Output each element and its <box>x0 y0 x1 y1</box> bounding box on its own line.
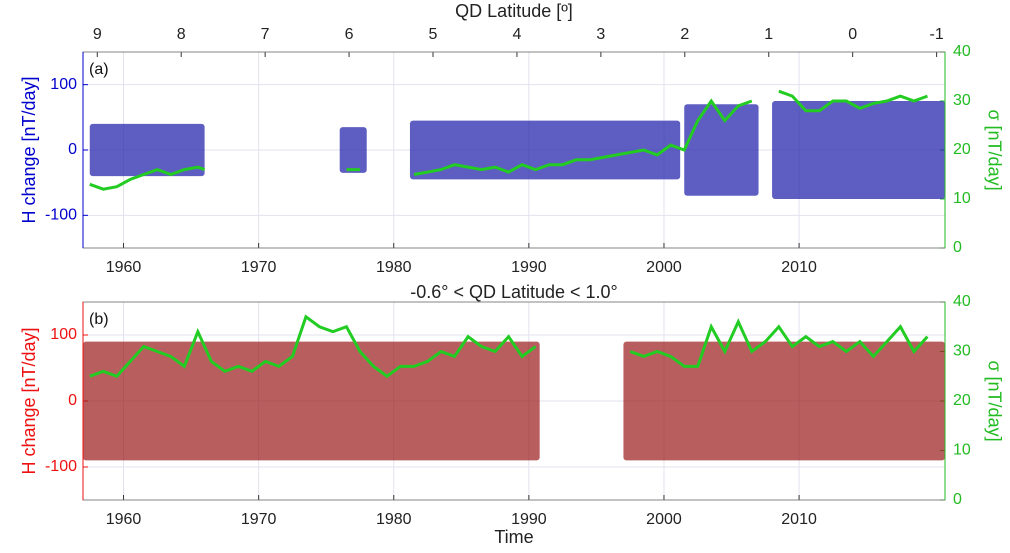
y-axis-label: H change [nT/day] <box>19 327 39 474</box>
x2-tick-label: 4 <box>512 26 521 43</box>
x2-tick-label: 9 <box>93 26 102 43</box>
x-tick-label: 1990 <box>511 259 547 276</box>
y2-tick-label: 40 <box>953 43 971 60</box>
y2-tick-label: 40 <box>953 293 971 310</box>
x-tick-label: 2010 <box>781 259 817 276</box>
y-tick-label: 0 <box>68 392 77 409</box>
y2-tick-label: 10 <box>953 190 971 207</box>
y2-axis-label: σ [nT/day] <box>984 360 1004 441</box>
x-axis-label: Time <box>494 527 533 547</box>
x-tick-label: 1970 <box>241 259 277 276</box>
y2-tick-label: 30 <box>953 343 971 360</box>
x2-tick-label: -1 <box>929 26 943 43</box>
x-tick-label: 1960 <box>106 511 142 528</box>
y2-tick-label: 30 <box>953 92 971 109</box>
x2-tick-label: 8 <box>177 26 186 43</box>
point-cloud <box>684 104 759 196</box>
point-cloud <box>772 101 945 199</box>
y2-tick-label: 20 <box>953 392 971 409</box>
point-cloud <box>409 120 681 180</box>
x2-tick-label: 3 <box>596 26 605 43</box>
y-tick-label: -100 <box>45 458 77 475</box>
x2-tick-label: 6 <box>345 26 354 43</box>
sigma-line <box>89 314 929 379</box>
x2-tick-label: 0 <box>848 26 857 43</box>
x2-axis-label: QD Latitude [º] <box>455 1 573 21</box>
panel-label: (b) <box>89 311 109 328</box>
y-tick-label: 0 <box>68 141 77 158</box>
x-tick-label: 1960 <box>106 259 142 276</box>
chart-title: -0.6° < QD Latitude < 1.0° <box>410 282 618 302</box>
y-tick-label: -100 <box>45 207 77 224</box>
y2-tick-label: 10 <box>953 442 971 459</box>
x-tick-label: 2000 <box>646 259 682 276</box>
x2-tick-label: 1 <box>764 26 773 43</box>
point-cloud <box>339 127 367 173</box>
y-tick-label: 100 <box>50 326 77 343</box>
x-tick-label: 1980 <box>376 259 412 276</box>
panel-label: (a) <box>89 61 109 78</box>
y2-tick-label: 20 <box>953 141 971 158</box>
x-tick-label: 2010 <box>781 511 817 528</box>
point-cloud <box>83 341 540 461</box>
point-cloud <box>623 341 945 461</box>
x-tick-label: 1970 <box>241 511 277 528</box>
y2-tick-label: 0 <box>953 491 962 508</box>
x-tick-label: 1990 <box>511 511 547 528</box>
y2-axis-label: σ [nT/day] <box>984 109 1004 190</box>
x2-tick-label: 7 <box>261 26 270 43</box>
x2-tick-label: 2 <box>680 26 689 43</box>
point-cloud <box>89 123 205 177</box>
y-axis-label: H change [nT/day] <box>19 76 39 223</box>
sigma-line <box>89 89 928 191</box>
x2-tick-label: 5 <box>429 26 438 43</box>
x-tick-label: 2000 <box>646 511 682 528</box>
y-tick-label: 100 <box>50 76 77 93</box>
y2-tick-label: 0 <box>953 239 962 256</box>
x-tick-label: 1980 <box>376 511 412 528</box>
